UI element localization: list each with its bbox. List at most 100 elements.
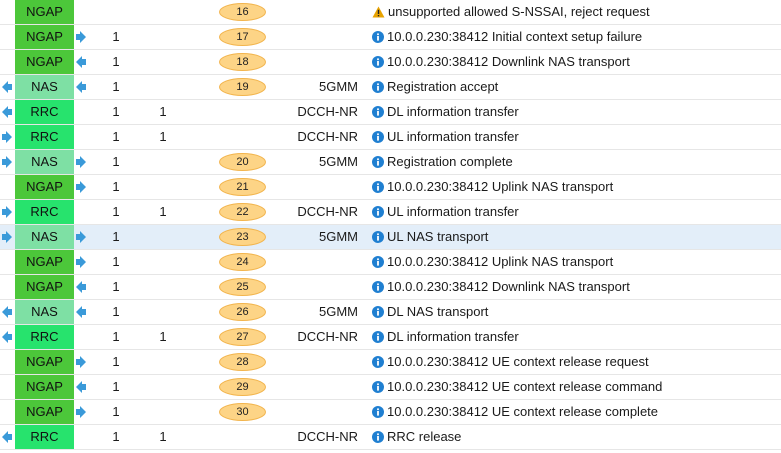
arrow-left-icon <box>74 375 88 399</box>
protocol-cell: NGAP <box>15 350 74 374</box>
log-row[interactable]: NGAP 1 29 10.0.0.230:38412 UE context re… <box>0 375 781 400</box>
log-row[interactable]: NGAP 1 30 10.0.0.230:38412 UE context re… <box>0 400 781 425</box>
layer-cell: DCCH-NR <box>297 204 358 219</box>
message-text: 10.0.0.230:38412 UE context release comp… <box>387 404 659 419</box>
message-cell: UL information transfer <box>372 125 777 149</box>
message-text: 10.0.0.230:38412 Downlink NAS transport <box>387 54 630 69</box>
layer-cell: DCCH-NR <box>297 129 358 144</box>
direction-arrow-icon <box>2 175 12 199</box>
arrow-right-icon <box>74 225 88 249</box>
log-row[interactable]: RRC 1 1 27 DCCH-NR DL information transf… <box>0 325 781 350</box>
cell-id: 1 <box>112 429 120 444</box>
message-text: 10.0.0.230:38412 Initial context setup f… <box>387 29 643 44</box>
ue-id <box>155 225 171 249</box>
log-row[interactable]: NGAP 1 18 10.0.0.230:38412 Downlink NAS … <box>0 50 781 75</box>
log-row[interactable]: RRC 1 1 DCCH-NR DL information transfer <box>0 100 781 125</box>
layer-cell: DCCH-NR <box>297 329 358 344</box>
sequence-badge: 16 <box>219 3 266 21</box>
log-row[interactable]: NGAP 1 21 10.0.0.230:38412 Uplink NAS tr… <box>0 175 781 200</box>
log-row[interactable]: NAS 1 20 5GMM Registration complete <box>0 150 781 175</box>
message-cell: 10.0.0.230:38412 Initial context setup f… <box>372 25 777 49</box>
cell-id: 1 <box>112 254 120 269</box>
ue-id <box>155 275 171 299</box>
message-cell: 10.0.0.230:38412 Downlink NAS transport <box>372 50 777 74</box>
message-cell: 10.0.0.230:38412 Downlink NAS transport <box>372 275 777 299</box>
cell-id: 1 <box>112 104 120 119</box>
layer-cell <box>286 400 358 424</box>
sequence-badge: 29 <box>219 378 266 396</box>
arrow-left-icon <box>74 50 88 74</box>
sequence-badge: 20 <box>219 153 266 171</box>
log-row[interactable]: RRC 1 1 DCCH-NR RRC release <box>0 425 781 450</box>
protocol-cell: NGAP <box>15 375 74 399</box>
info-icon <box>372 130 384 143</box>
layer-cell: 5GMM <box>319 154 358 169</box>
ue-id <box>155 250 171 274</box>
log-row[interactable]: NGAP 1 17 10.0.0.230:38412 Initial conte… <box>0 25 781 50</box>
direction-arrow-icon <box>2 250 12 274</box>
message-cell: unsupported allowed S-NSSAI, reject requ… <box>372 0 777 24</box>
sequence-badge: 28 <box>219 353 266 371</box>
message-text: 10.0.0.230:38412 UE context release comm… <box>387 379 663 394</box>
direction-arrow-icon <box>2 275 12 299</box>
protocol-cell: NGAP <box>15 275 74 299</box>
log-row[interactable]: NAS 1 23 5GMM UL NAS transport <box>0 225 781 250</box>
cell-id: 1 <box>112 279 120 294</box>
message-text: unsupported allowed S-NSSAI, reject requ… <box>388 4 650 19</box>
message-cell: 10.0.0.230:38412 UE context release requ… <box>372 350 777 374</box>
message-text: UL information transfer <box>387 129 519 144</box>
message-cell: 10.0.0.230:38412 Uplink NAS transport <box>372 250 777 274</box>
message-cell: 10.0.0.230:38412 UE context release comp… <box>372 400 777 424</box>
log-row[interactable]: NGAP 16 unsupported allowed S-NSSAI, rej… <box>0 0 781 25</box>
message-text: Registration complete <box>387 154 513 169</box>
message-text: UL information transfer <box>387 204 519 219</box>
protocol-cell: NGAP <box>15 175 74 199</box>
protocol-cell: RRC <box>15 125 74 149</box>
layer-cell: DCCH-NR <box>297 104 358 119</box>
arrow-right-icon <box>74 400 88 424</box>
cell-id: 1 <box>112 354 120 369</box>
protocol-cell: RRC <box>15 200 74 224</box>
layer-cell <box>286 375 358 399</box>
direction-arrow-icon <box>2 50 12 74</box>
sequence-badge: 23 <box>219 228 266 246</box>
message-cell: RRC release <box>372 425 777 449</box>
protocol-cell: NGAP <box>15 250 74 274</box>
ue-id: 1 <box>159 104 167 119</box>
direction-arrow-icon <box>74 100 88 124</box>
log-row[interactable]: NAS 1 26 5GMM DL NAS transport <box>0 300 781 325</box>
message-text: Registration accept <box>387 79 499 94</box>
layer-cell <box>286 25 358 49</box>
ue-id <box>155 50 171 74</box>
ue-id <box>155 25 171 49</box>
sequence-badge: 25 <box>219 278 266 296</box>
protocol-cell: NGAP <box>15 50 74 74</box>
log-row[interactable]: NAS 1 19 5GMM Registration accept <box>0 75 781 100</box>
log-row[interactable]: NGAP 1 28 10.0.0.230:38412 UE context re… <box>0 350 781 375</box>
sequence-badge: 30 <box>219 403 266 421</box>
direction-arrow-icon <box>74 425 88 449</box>
protocol-cell: RRC <box>15 100 74 124</box>
ue-id: 1 <box>159 129 167 144</box>
arrow-right-icon <box>74 350 88 374</box>
layer-cell: 5GMM <box>319 79 358 94</box>
arrow-right-icon <box>2 225 12 249</box>
message-text: DL information transfer <box>387 104 519 119</box>
protocol-cell: NAS <box>15 225 74 249</box>
ue-id <box>155 0 171 24</box>
log-row[interactable]: RRC 1 1 22 DCCH-NR UL information transf… <box>0 200 781 225</box>
log-row[interactable]: NGAP 1 25 10.0.0.230:38412 Downlink NAS … <box>0 275 781 300</box>
cell-id: 1 <box>112 329 120 344</box>
log-row[interactable]: RRC 1 1 DCCH-NR UL information transfer <box>0 125 781 150</box>
cell-id: 1 <box>112 129 120 144</box>
log-row[interactable]: NGAP 1 24 10.0.0.230:38412 Uplink NAS tr… <box>0 250 781 275</box>
message-cell: UL NAS transport <box>372 225 777 249</box>
cell-id: 1 <box>112 304 120 319</box>
direction-arrow-icon <box>74 325 88 349</box>
info-icon <box>372 230 384 243</box>
sequence-badge: 27 <box>219 328 266 346</box>
ue-id <box>155 150 171 174</box>
ue-id <box>155 75 171 99</box>
arrow-left-icon <box>2 100 12 124</box>
arrow-left-icon <box>2 325 12 349</box>
